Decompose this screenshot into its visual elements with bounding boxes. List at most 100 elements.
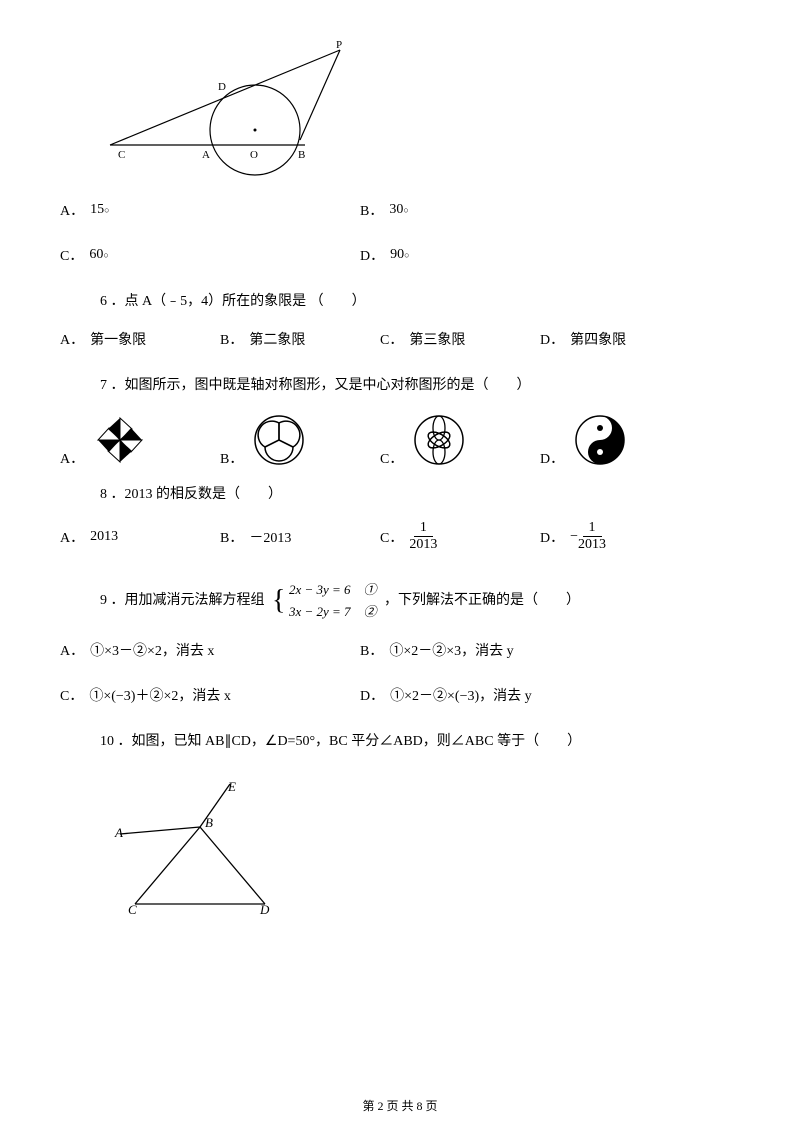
q9-option-a: A． ①×3－②×2，消去 x bbox=[60, 640, 360, 660]
option-value: －2013 bbox=[249, 527, 291, 547]
svg-text:D: D bbox=[259, 902, 270, 917]
q5-option-d: D． 90 ○ bbox=[360, 245, 660, 265]
option-letter: B． bbox=[360, 200, 383, 220]
svg-text:O: O bbox=[250, 149, 258, 161]
option-letter: A． bbox=[60, 527, 84, 547]
option-letter: C． bbox=[60, 245, 83, 265]
svg-text:D: D bbox=[218, 81, 226, 93]
neg-sign: − bbox=[570, 529, 578, 545]
degree-mark: ○ bbox=[404, 250, 409, 260]
q9-text: 9 ．用加减消元法解方程组 { 2x − 3y = 6 ① 3x − 2y = … bbox=[100, 577, 740, 625]
q7-option-a: A． bbox=[60, 413, 220, 468]
q5-answers-row1: A． 15 ○ B． 30 ○ bbox=[60, 200, 740, 220]
fraction-numerator: 1 bbox=[583, 521, 602, 537]
q10-text: 10 ．如图，已知 AB∥CD，∠D=50°，BC 平分∠ABD，则∠ABC 等… bbox=[100, 730, 740, 754]
trefoil-icon bbox=[249, 413, 309, 468]
q9-answers-row2: C． ①×(−3)＋②×2，消去 x D． ①×2－②×(−3)，消去 y bbox=[60, 685, 740, 705]
page-footer: 第 2 页 共 8 页 bbox=[0, 1097, 800, 1114]
q7-option-d: D． bbox=[540, 413, 700, 468]
q8-answers: A． 2013 B． －2013 C． 1 2013 D． − 1 2013 bbox=[60, 521, 740, 552]
q5-option-b: B． 30 ○ bbox=[360, 200, 660, 220]
svg-text:A: A bbox=[114, 825, 123, 840]
q7-text: 7 ．如图所示，图中既是轴对称图形，又是中心对称图形的是（ ） bbox=[100, 374, 740, 398]
svg-text:P: P bbox=[336, 39, 342, 51]
svg-text:E: E bbox=[227, 779, 236, 794]
option-letter: C． bbox=[60, 685, 83, 705]
equation-1: 2x − 3y = 6 ① bbox=[289, 579, 377, 601]
option-letter: C． bbox=[380, 448, 403, 468]
q9-option-b: B． ①×2－②×3，消去 y bbox=[360, 640, 660, 660]
option-letter: A． bbox=[60, 329, 84, 349]
q9-answers-row1: A． ①×3－②×2，消去 x B． ①×2－②×3，消去 y bbox=[60, 640, 740, 660]
q6-option-a: A． 第一象限 bbox=[60, 329, 220, 349]
fraction: 1 2013 bbox=[409, 521, 437, 552]
q7-options: A． B． C． D． bbox=[60, 413, 740, 468]
option-value: 90 bbox=[390, 247, 404, 263]
q9-option-c: C． ①×(−3)＋②×2，消去 x bbox=[60, 685, 360, 705]
option-value: ①×2－②×3，消去 y bbox=[389, 640, 513, 660]
fraction-denominator: 2013 bbox=[578, 537, 606, 552]
q7-option-c: C． bbox=[380, 413, 540, 468]
degree-mark: ○ bbox=[104, 205, 109, 215]
q5-option-a: A． 15 ○ bbox=[60, 200, 360, 220]
option-value: 60 bbox=[89, 247, 103, 263]
fraction: 1 2013 bbox=[578, 521, 606, 552]
option-value: ①×2－②×(−3)，消去 y bbox=[390, 685, 532, 705]
option-letter: C． bbox=[380, 329, 403, 349]
svg-text:B: B bbox=[205, 815, 213, 830]
q6-text: 6 ．点 A（﹣5，4）所在的象限是 （ ） bbox=[100, 290, 740, 314]
q5-answers-row2: C． 60 ○ D． 90 ○ bbox=[60, 245, 740, 265]
option-value: 30 bbox=[389, 202, 403, 218]
svg-text:A: A bbox=[202, 149, 210, 161]
option-letter: D． bbox=[540, 527, 564, 547]
option-value: 第一象限 bbox=[90, 329, 146, 349]
yinyang-icon bbox=[570, 413, 630, 468]
equation-system: { 2x − 3y = 6 ① 3x − 2y = 7 ② bbox=[272, 577, 377, 625]
option-letter: D． bbox=[360, 685, 384, 705]
option-letter: D． bbox=[360, 245, 384, 265]
option-letter: A． bbox=[60, 640, 84, 660]
option-value: 15 bbox=[90, 202, 104, 218]
option-letter: A． bbox=[60, 200, 84, 220]
degree-mark: ○ bbox=[403, 205, 408, 215]
equation-2: 3x − 2y = 7 ② bbox=[289, 601, 377, 623]
q9-suffix: ，下列解法不正确的是（ ） bbox=[384, 593, 580, 608]
flower-icon bbox=[409, 413, 469, 468]
svg-text:B: B bbox=[298, 149, 305, 161]
q8-option-c: C． 1 2013 bbox=[380, 521, 540, 552]
q8-option-b: B． －2013 bbox=[220, 521, 380, 552]
q6-option-d: D． 第四象限 bbox=[540, 329, 700, 349]
option-letter: D． bbox=[540, 329, 564, 349]
option-value: ①×(−3)＋②×2，消去 x bbox=[89, 685, 231, 705]
option-value: ①×3－②×2，消去 x bbox=[90, 640, 214, 660]
q8-option-a: A． 2013 bbox=[60, 521, 220, 552]
svg-text:C: C bbox=[128, 902, 137, 917]
fraction-numerator: 1 bbox=[414, 521, 433, 537]
q6-answers: A． 第一象限 B． 第二象限 C． 第三象限 D． 第四象限 bbox=[60, 329, 740, 349]
option-letter: C． bbox=[380, 527, 403, 547]
fraction-denominator: 2013 bbox=[409, 537, 437, 552]
q9-prefix: 9 ．用加减消元法解方程组 bbox=[100, 593, 265, 608]
q8-text: 8 ．2013 的相反数是（ ） bbox=[100, 483, 740, 507]
q5-option-c: C． 60 ○ bbox=[60, 245, 360, 265]
q7-option-b: B． bbox=[220, 413, 380, 468]
option-value: 第三象限 bbox=[409, 329, 465, 349]
degree-mark: ○ bbox=[103, 250, 108, 260]
option-letter: B． bbox=[360, 640, 383, 660]
option-value: 2013 bbox=[90, 529, 118, 545]
geometry-figure: P D C A O B bbox=[100, 30, 360, 180]
option-letter: A． bbox=[60, 448, 84, 468]
q8-option-d: D． − 1 2013 bbox=[540, 521, 700, 552]
option-value: 第四象限 bbox=[570, 329, 626, 349]
option-letter: D． bbox=[540, 448, 564, 468]
option-letter: B． bbox=[220, 527, 243, 547]
q6-option-c: C． 第三象限 bbox=[380, 329, 540, 349]
svg-text:C: C bbox=[118, 149, 125, 161]
option-letter: B． bbox=[220, 329, 243, 349]
option-value: 第二象限 bbox=[249, 329, 305, 349]
option-letter: B． bbox=[220, 448, 243, 468]
q6-option-b: B． 第二象限 bbox=[220, 329, 380, 349]
angle-figure: E A B C D bbox=[110, 779, 290, 919]
pinwheel-icon bbox=[90, 413, 150, 468]
q9-option-d: D． ①×2－②×(−3)，消去 y bbox=[360, 685, 660, 705]
